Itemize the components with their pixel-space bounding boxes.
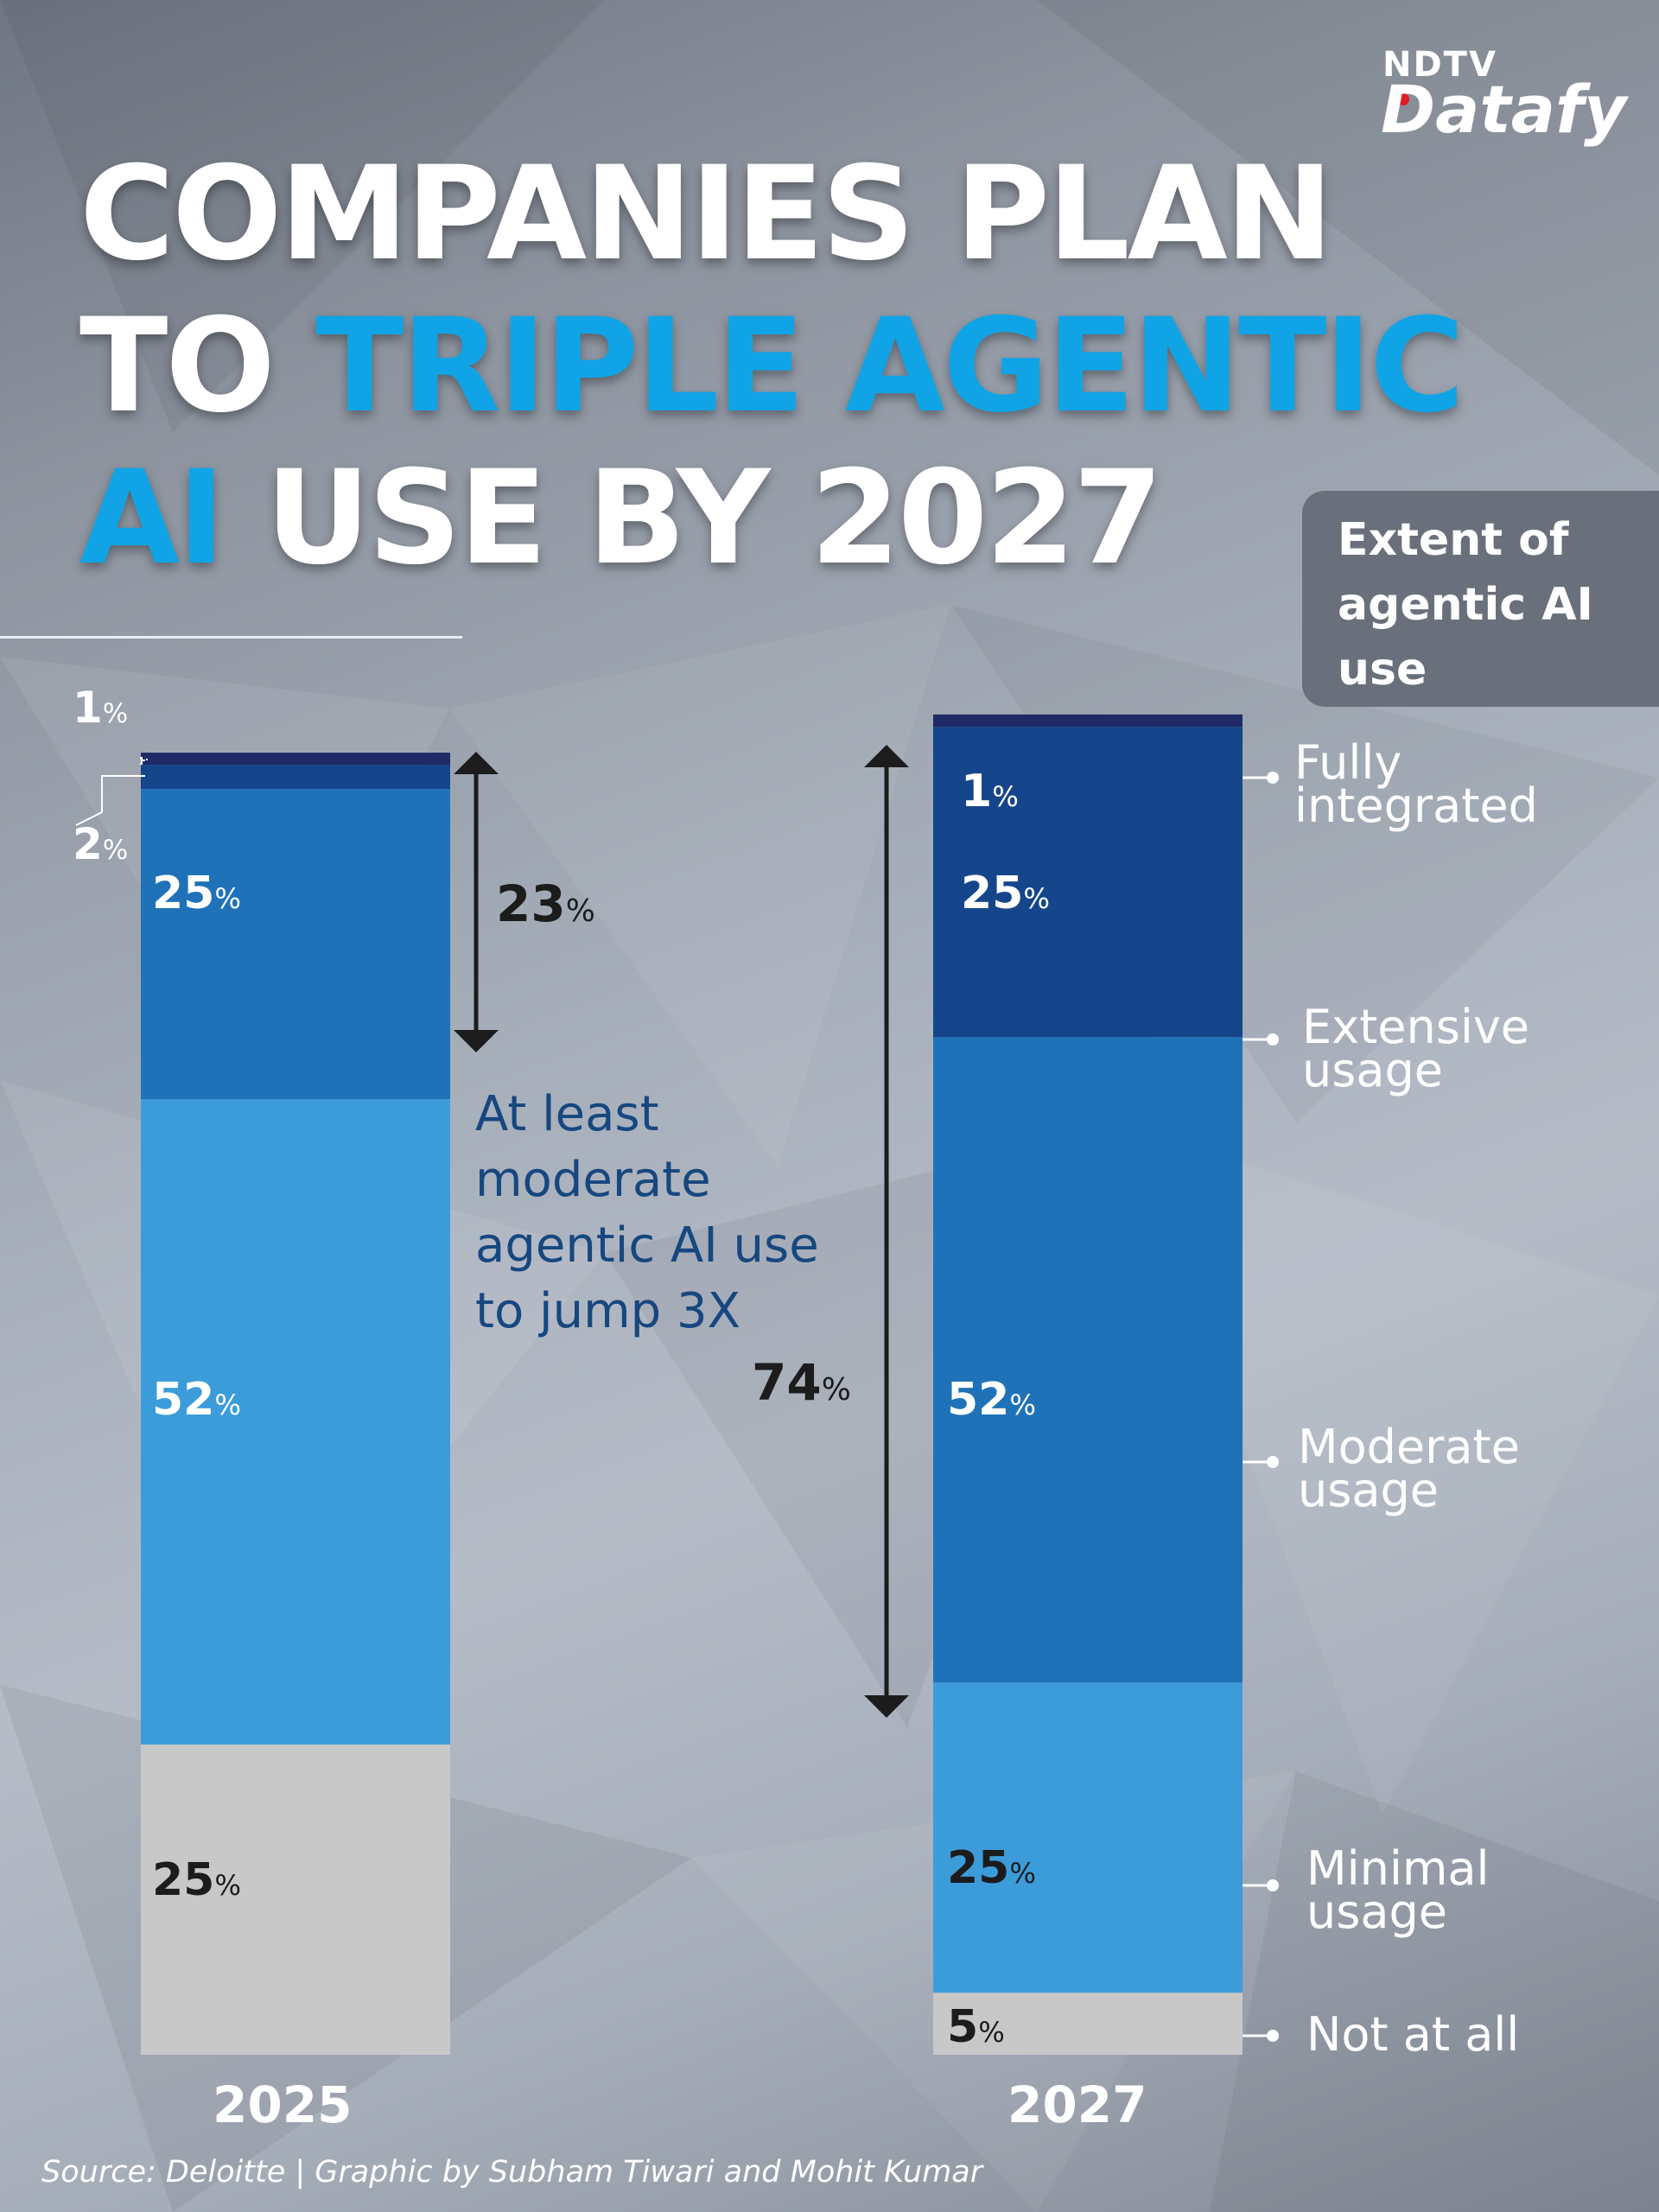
leader-dot (1267, 1456, 1279, 1468)
legend-leader-lines (1243, 772, 1279, 2042)
bar-2027-moderate (933, 1037, 1243, 1683)
bar-2025-not-at-all (141, 1744, 450, 2055)
leader-dot (1267, 1879, 1279, 1891)
legend-label-not-at-all: Not at all (1306, 2007, 1520, 2062)
bar-label-2025-minimal: 52% (152, 1374, 242, 1426)
headline-accent-part: AI (79, 443, 226, 594)
callout-line-extensive (101, 775, 145, 782)
bar-2027-fully-integrated (933, 714, 1243, 728)
bar-label-2027-not-at-all: 5% (947, 2001, 1005, 2053)
headline-line-3: AI USE BY 2027 (79, 442, 1462, 594)
brand-logo: Datafy (1381, 71, 1627, 148)
brand-top-text: NDTV (1382, 45, 1497, 85)
bar-label-2025-fully: 1% (73, 683, 129, 733)
legend-label-minimal: Minimal usage (1306, 1841, 1490, 1939)
bar-2025-fully-integrated (141, 753, 450, 766)
bar-label-2027-extensive: 25% (961, 868, 1051, 919)
leader-dot (1267, 2030, 1279, 2042)
source-credit: Source: Deloitte | Graphic by Subham Tiw… (41, 2155, 983, 2190)
legend-label-extensive: Extensive usage (1302, 1000, 1530, 1097)
x-tick-2025: 2025 (213, 2075, 353, 2134)
small-segment-callouts (75, 757, 148, 826)
callout-line-extensive-2 (75, 782, 103, 826)
annotation-text: At least moderate agentic AI use to jump… (475, 1086, 819, 1339)
leader-dot (1267, 1033, 1279, 1046)
legend-label-moderate: Moderate usage (1298, 1420, 1520, 1517)
chart-bars (141, 714, 1243, 2055)
bar-label-2027-moderate: 52% (947, 1374, 1037, 1426)
headline-white-part: USE BY 2027 (265, 443, 1163, 594)
bar-label-2025-extensive: 2% (73, 819, 129, 869)
x-tick-2027: 2027 (1007, 2075, 1147, 2134)
divider (0, 636, 462, 639)
legend-title-box (1302, 491, 1659, 707)
bar-2027-extensive (933, 727, 1243, 1038)
bracket-value-2027: 74% (752, 1353, 851, 1412)
headline-white-part: TO (79, 291, 276, 442)
bar-label-2025-moderate: 25% (152, 868, 242, 919)
bracket-arrow-2027 (864, 745, 909, 1718)
bar-2025-extensive (141, 765, 450, 790)
bar-2027-minimal (933, 1682, 1243, 1993)
leader-dot (1267, 772, 1279, 784)
bar-label-2027-minimal: 25% (947, 1842, 1037, 1894)
callout-line-fully (140, 757, 148, 765)
headline-accent-part: TRIPLE AGENTIC (315, 291, 1465, 442)
bar-label-2025-not-at-all: 25% (152, 1854, 242, 1906)
bar-2027-not-at-all (933, 1993, 1243, 2055)
brand-dot-icon (1397, 93, 1409, 105)
bar-2025-minimal (141, 1099, 450, 1745)
bar-label-2027-fully: 1% (961, 766, 1019, 817)
headline-line-1: COMPANIES PLAN (79, 139, 1333, 289)
bar-2025-moderate (141, 789, 450, 1100)
bracket-value-2025: 23% (496, 874, 595, 933)
legend-title: Extent of agentic AI use (1338, 514, 1593, 696)
headline: COMPANIES PLAN TO TRIPLE AGENTIC AI USE … (79, 138, 1465, 594)
headline-line-2: TO TRIPLE AGENTIC (79, 290, 1465, 442)
bracket-arrows (454, 745, 909, 1718)
bracket-arrow-2025 (454, 752, 499, 1052)
legend-label-fully-integrated: Fully integrated (1294, 735, 1538, 833)
